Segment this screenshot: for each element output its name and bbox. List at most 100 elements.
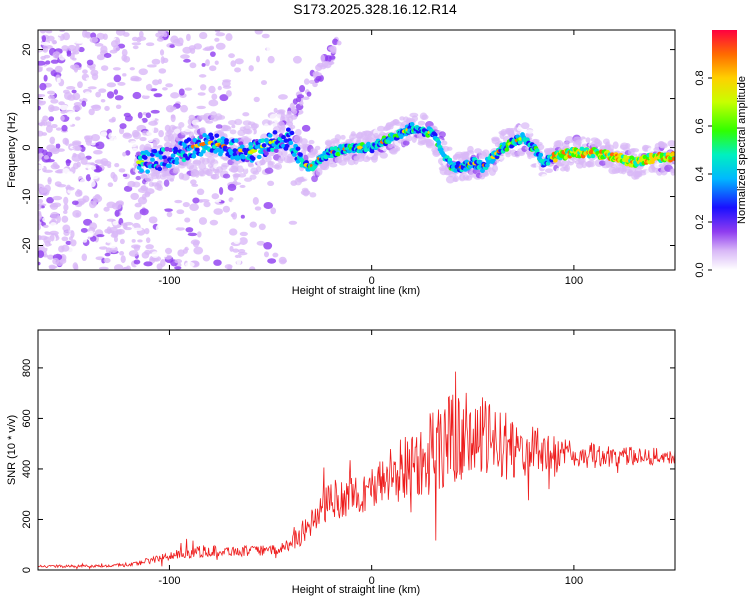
spectrogram-halo bbox=[231, 162, 239, 170]
spectrogram-noise-speckle bbox=[78, 46, 85, 53]
spectrogram-halo bbox=[322, 162, 329, 168]
spectrogram-ridge-mark bbox=[160, 147, 166, 152]
spectrogram-halo bbox=[365, 136, 374, 144]
spectrogram-noise-speckle bbox=[102, 33, 108, 40]
spectrogram-noise-speckle bbox=[208, 85, 216, 94]
spectrogram-noise-speckle bbox=[81, 253, 88, 262]
spectrogram-halo bbox=[267, 120, 273, 126]
spectrogram-noise-speckle bbox=[151, 251, 160, 258]
spectrogram-noise-speckle bbox=[92, 194, 103, 203]
spectrogram-noise-speckle bbox=[39, 30, 47, 34]
spectrogram-noise-speckle bbox=[125, 150, 131, 156]
spectrogram-ridge-mark bbox=[158, 155, 164, 160]
spectrogram-noise-speckle bbox=[48, 116, 55, 122]
spectrogram-ridge-mark bbox=[142, 155, 148, 160]
spectrogram-halo bbox=[256, 165, 262, 173]
spectrogram-halo bbox=[198, 163, 207, 170]
spectrogram-noise-speckle bbox=[95, 141, 105, 150]
spectrogram-noise-speckle bbox=[63, 230, 70, 236]
spectrogram-ridge-mark bbox=[590, 153, 596, 159]
spectrogram-noise-speckle bbox=[96, 54, 105, 61]
spectrogram-noise-speckle bbox=[79, 178, 88, 187]
spectrogram-noise-speckle bbox=[119, 123, 127, 129]
spectrogram-noise-speckle bbox=[58, 133, 65, 141]
spectrogram-noise-speckle bbox=[67, 44, 77, 52]
spectrogram-noise-speckle bbox=[266, 45, 271, 53]
spectrogram-noise-speckle bbox=[43, 74, 48, 82]
spectrogram-noise-speckle bbox=[200, 53, 205, 59]
spectrogram-ridge-mark bbox=[484, 163, 490, 168]
snr-y-tick-label: 400 bbox=[21, 460, 33, 478]
spectrogram-noise-speckle bbox=[133, 259, 141, 265]
spectrogram-halo bbox=[622, 146, 631, 152]
spectrogram-noise-speckle bbox=[170, 35, 179, 44]
spectrogram-ridge-mark bbox=[241, 155, 246, 160]
spectrogram-halo bbox=[249, 174, 257, 180]
spectrogram-noise-speckle bbox=[131, 36, 139, 42]
spectrogram-noise-speckle bbox=[267, 55, 275, 64]
spectrogram-halo bbox=[132, 181, 141, 188]
spectrogram-noise-speckle bbox=[182, 201, 190, 208]
spectrogram-ridge-mark bbox=[194, 147, 200, 152]
spectrogram-noise-speckle bbox=[152, 79, 160, 86]
spectrogram-noise-speckle bbox=[61, 215, 69, 223]
spectrogram-noise-speckle bbox=[144, 227, 150, 235]
spectrogram-noise-speckle bbox=[211, 193, 220, 200]
spectrogram-halo bbox=[402, 140, 410, 146]
spectrogram-noise-speckle bbox=[249, 266, 256, 270]
spectrogram-noise-speckle bbox=[38, 154, 41, 162]
spectrogram-noise-speckle bbox=[52, 195, 63, 201]
spectrogram-halo bbox=[222, 125, 232, 132]
spectrogram-noise-speckle bbox=[106, 82, 117, 88]
spectrogram-noise-speckle bbox=[141, 251, 150, 259]
spectrogram-noise-speckle bbox=[249, 221, 257, 228]
spectrogram-halo bbox=[595, 142, 602, 147]
spectrogram-noise-speckle bbox=[160, 226, 166, 235]
spectrogram-ridge-mark bbox=[277, 136, 283, 142]
spectrogram-streak bbox=[323, 61, 332, 69]
spectrogram-noise-speckle bbox=[103, 206, 110, 212]
spectrogram-ridge-mark bbox=[248, 142, 254, 147]
spectrogram-noise-speckle bbox=[47, 95, 55, 100]
spectrogram-noise-speckle bbox=[174, 42, 184, 47]
spectrogram-noise-speckle bbox=[145, 42, 155, 47]
spectrogram-y-tick-label: -20 bbox=[21, 238, 33, 254]
spectrogram-ridge-mark bbox=[202, 133, 208, 138]
spectrogram-noise-speckle bbox=[83, 218, 93, 226]
spectrogram-halo bbox=[438, 131, 446, 138]
spectrogram-noise-speckle bbox=[234, 67, 242, 73]
spectrogram-noise-speckle bbox=[165, 233, 171, 238]
spectrogram-noise-speckle bbox=[165, 83, 174, 88]
spectrogram-noise-speckle bbox=[110, 171, 116, 179]
spectrogram-halo bbox=[280, 149, 288, 157]
spectrogram-ridge-mark bbox=[432, 132, 438, 138]
spectrogram-noise-speckle bbox=[190, 179, 197, 185]
spectrogram-noise-speckle bbox=[141, 117, 148, 123]
spectrogram-ridge-mark bbox=[477, 159, 483, 165]
spectrogram-noise-speckle bbox=[88, 180, 96, 188]
spectrogram-noise-speckle bbox=[148, 216, 158, 224]
spectrogram-noise-speckle bbox=[60, 110, 66, 114]
snr-x-tick-label: 100 bbox=[565, 575, 583, 587]
spectrogram-noise-speckle bbox=[151, 58, 161, 65]
spectrogram-halo bbox=[206, 156, 216, 164]
spectrogram-halo bbox=[264, 167, 274, 174]
spectrogram-noise-speckle bbox=[277, 94, 288, 100]
spectrogram-noise-speckle bbox=[263, 242, 273, 250]
spectrogram-noise-speckle bbox=[47, 254, 54, 260]
spectrogram-noise-speckle bbox=[48, 248, 59, 255]
spectrogram-halo bbox=[144, 143, 152, 152]
spectrogram-noise-speckle bbox=[116, 133, 121, 137]
spectrogram-ridge-mark bbox=[323, 154, 329, 160]
spectrogram-noise-speckle bbox=[123, 112, 131, 118]
spectrogram-ridge-mark bbox=[409, 122, 415, 127]
spectrogram-halo bbox=[172, 167, 180, 174]
spectrogram-halo bbox=[242, 162, 249, 170]
spectrogram-noise-speckle bbox=[41, 125, 46, 132]
spectrogram-ridge-mark bbox=[250, 156, 256, 161]
spectrogram-halo bbox=[250, 123, 258, 131]
spectrogram-noise-speckle bbox=[72, 92, 81, 101]
spectrogram-noise-speckle bbox=[186, 33, 191, 42]
spectrogram-halo bbox=[244, 177, 253, 182]
